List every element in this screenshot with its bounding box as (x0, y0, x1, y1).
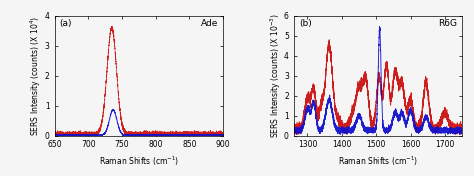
Text: (a): (a) (60, 19, 72, 29)
Y-axis label: SERS Intensity (counts) (X 10$^{-3}$): SERS Intensity (counts) (X 10$^{-3}$) (268, 13, 283, 138)
Text: Ade: Ade (201, 19, 218, 29)
X-axis label: Raman Shifts (cm$^{-1}$): Raman Shifts (cm$^{-1}$) (338, 155, 418, 168)
X-axis label: Raman Shifts (cm$^{-1}$): Raman Shifts (cm$^{-1}$) (99, 155, 179, 168)
Text: (b): (b) (299, 19, 311, 29)
Y-axis label: SERS Intensity (counts) (X 10$^{4}$): SERS Intensity (counts) (X 10$^{4}$) (29, 16, 44, 136)
Text: R6G: R6G (438, 19, 457, 29)
